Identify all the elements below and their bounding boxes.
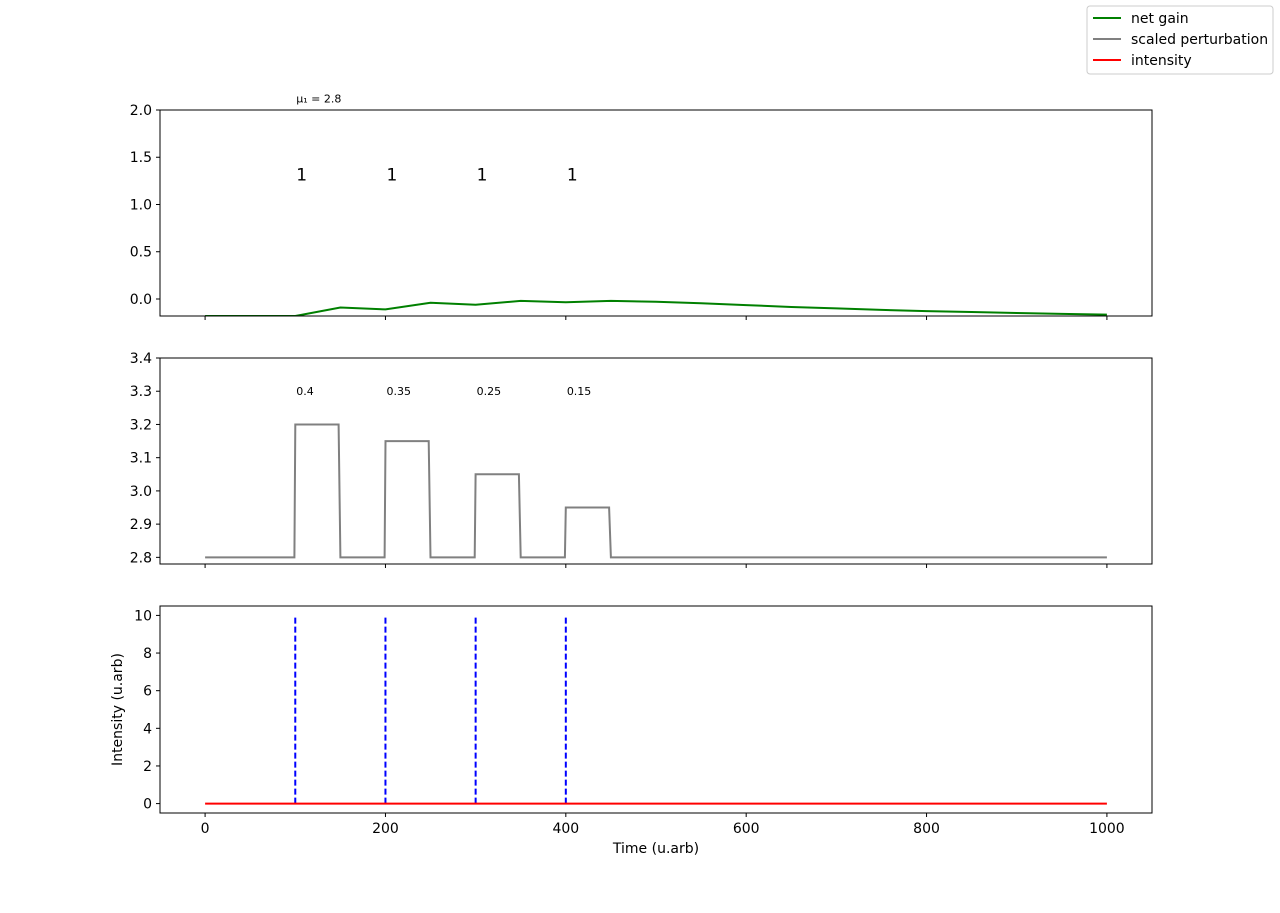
x-tick-label: 1000 bbox=[1089, 821, 1125, 837]
y-tick-label: 3.0 bbox=[130, 484, 152, 500]
y-tick-label: 4 bbox=[143, 721, 152, 737]
y-tick-label: 1.0 bbox=[130, 197, 152, 213]
y-tick-label: 3.1 bbox=[130, 451, 152, 467]
y-tick-label: 3.4 bbox=[130, 351, 152, 367]
axes-frame bbox=[159, 109, 1153, 317]
x-tick-label: 600 bbox=[733, 821, 760, 837]
plots: 0.0 0.5 1.0 1.5 2.0 μ₁ = 2.8 1 1 1 1 2.8 2.9 3.0 3.1 3… bbox=[110, 93, 1153, 857]
y-tick-label: 2.8 bbox=[130, 550, 152, 566]
y-axis-label: Intensity (u.arb) bbox=[110, 653, 126, 766]
annotation-label: 0.15 bbox=[567, 385, 592, 398]
annotation-label: μ₁ = 2.8 bbox=[296, 93, 341, 106]
y-tick-label: 8 bbox=[143, 646, 152, 662]
y-tick-label: 0.5 bbox=[130, 245, 152, 261]
annotation-label: 1 bbox=[567, 165, 578, 185]
legend-label-scaled-perturbation: scaled perturbation bbox=[1131, 32, 1268, 48]
y-tick-label: 10 bbox=[134, 608, 152, 624]
x-tick-label: 400 bbox=[552, 821, 579, 837]
annotation-label: 0.35 bbox=[386, 385, 411, 398]
x-tick-label: 800 bbox=[913, 821, 940, 837]
legend-label-intensity: intensity bbox=[1131, 53, 1192, 69]
annotation-label: 0.25 bbox=[477, 385, 502, 398]
x-tick-label: 200 bbox=[372, 821, 399, 837]
subplot-data-area bbox=[205, 299, 1107, 316]
y-tick-label: 3.3 bbox=[130, 384, 152, 400]
x-tick-label: 0 bbox=[201, 821, 210, 837]
y-tick-label: 3.2 bbox=[130, 417, 152, 433]
annotation-label: 0.4 bbox=[296, 385, 314, 398]
y-tick-label: 1.5 bbox=[130, 150, 152, 166]
subplot-data-area bbox=[205, 615, 1107, 805]
subplot-data-area bbox=[205, 423, 1107, 559]
x-axis-label: Time (u.arb) bbox=[612, 841, 699, 857]
y-tick-label: 0.0 bbox=[130, 292, 152, 308]
y-tick-label: 6 bbox=[143, 684, 152, 700]
y-tick-label: 0 bbox=[143, 797, 152, 813]
legend-label-net-gain: net gain bbox=[1131, 11, 1189, 27]
legend-frame bbox=[1086, 5, 1274, 75]
axes-frame bbox=[159, 605, 1153, 814]
annotation-label: 1 bbox=[296, 165, 307, 185]
y-tick-label: 2.9 bbox=[130, 517, 152, 533]
axes-frame bbox=[159, 357, 1153, 565]
annotation-label: 1 bbox=[477, 165, 488, 185]
annotation-label: 1 bbox=[386, 165, 397, 185]
subplot-2: 2.8 2.9 3.0 3.1 3.2 3.3 3.4 0.4 0.35 0.25 0.15 bbox=[130, 351, 1153, 568]
subplot-3: 0 2 4 6 8 10 0 200 400 600 800 1000 Time (u.arb) Inte… bbox=[110, 605, 1153, 857]
legend: net gain scaled perturbation intensity bbox=[1086, 5, 1274, 75]
y-tick-label: 2 bbox=[143, 759, 152, 775]
series-line-scaled-perturbation bbox=[205, 423, 1107, 559]
subplot-1: 0.0 0.5 1.0 1.5 2.0 μ₁ = 2.8 1 1 1 1 bbox=[130, 93, 1153, 320]
series-line-net-gain bbox=[205, 299, 1107, 316]
y-tick-label: 2.0 bbox=[130, 103, 152, 119]
